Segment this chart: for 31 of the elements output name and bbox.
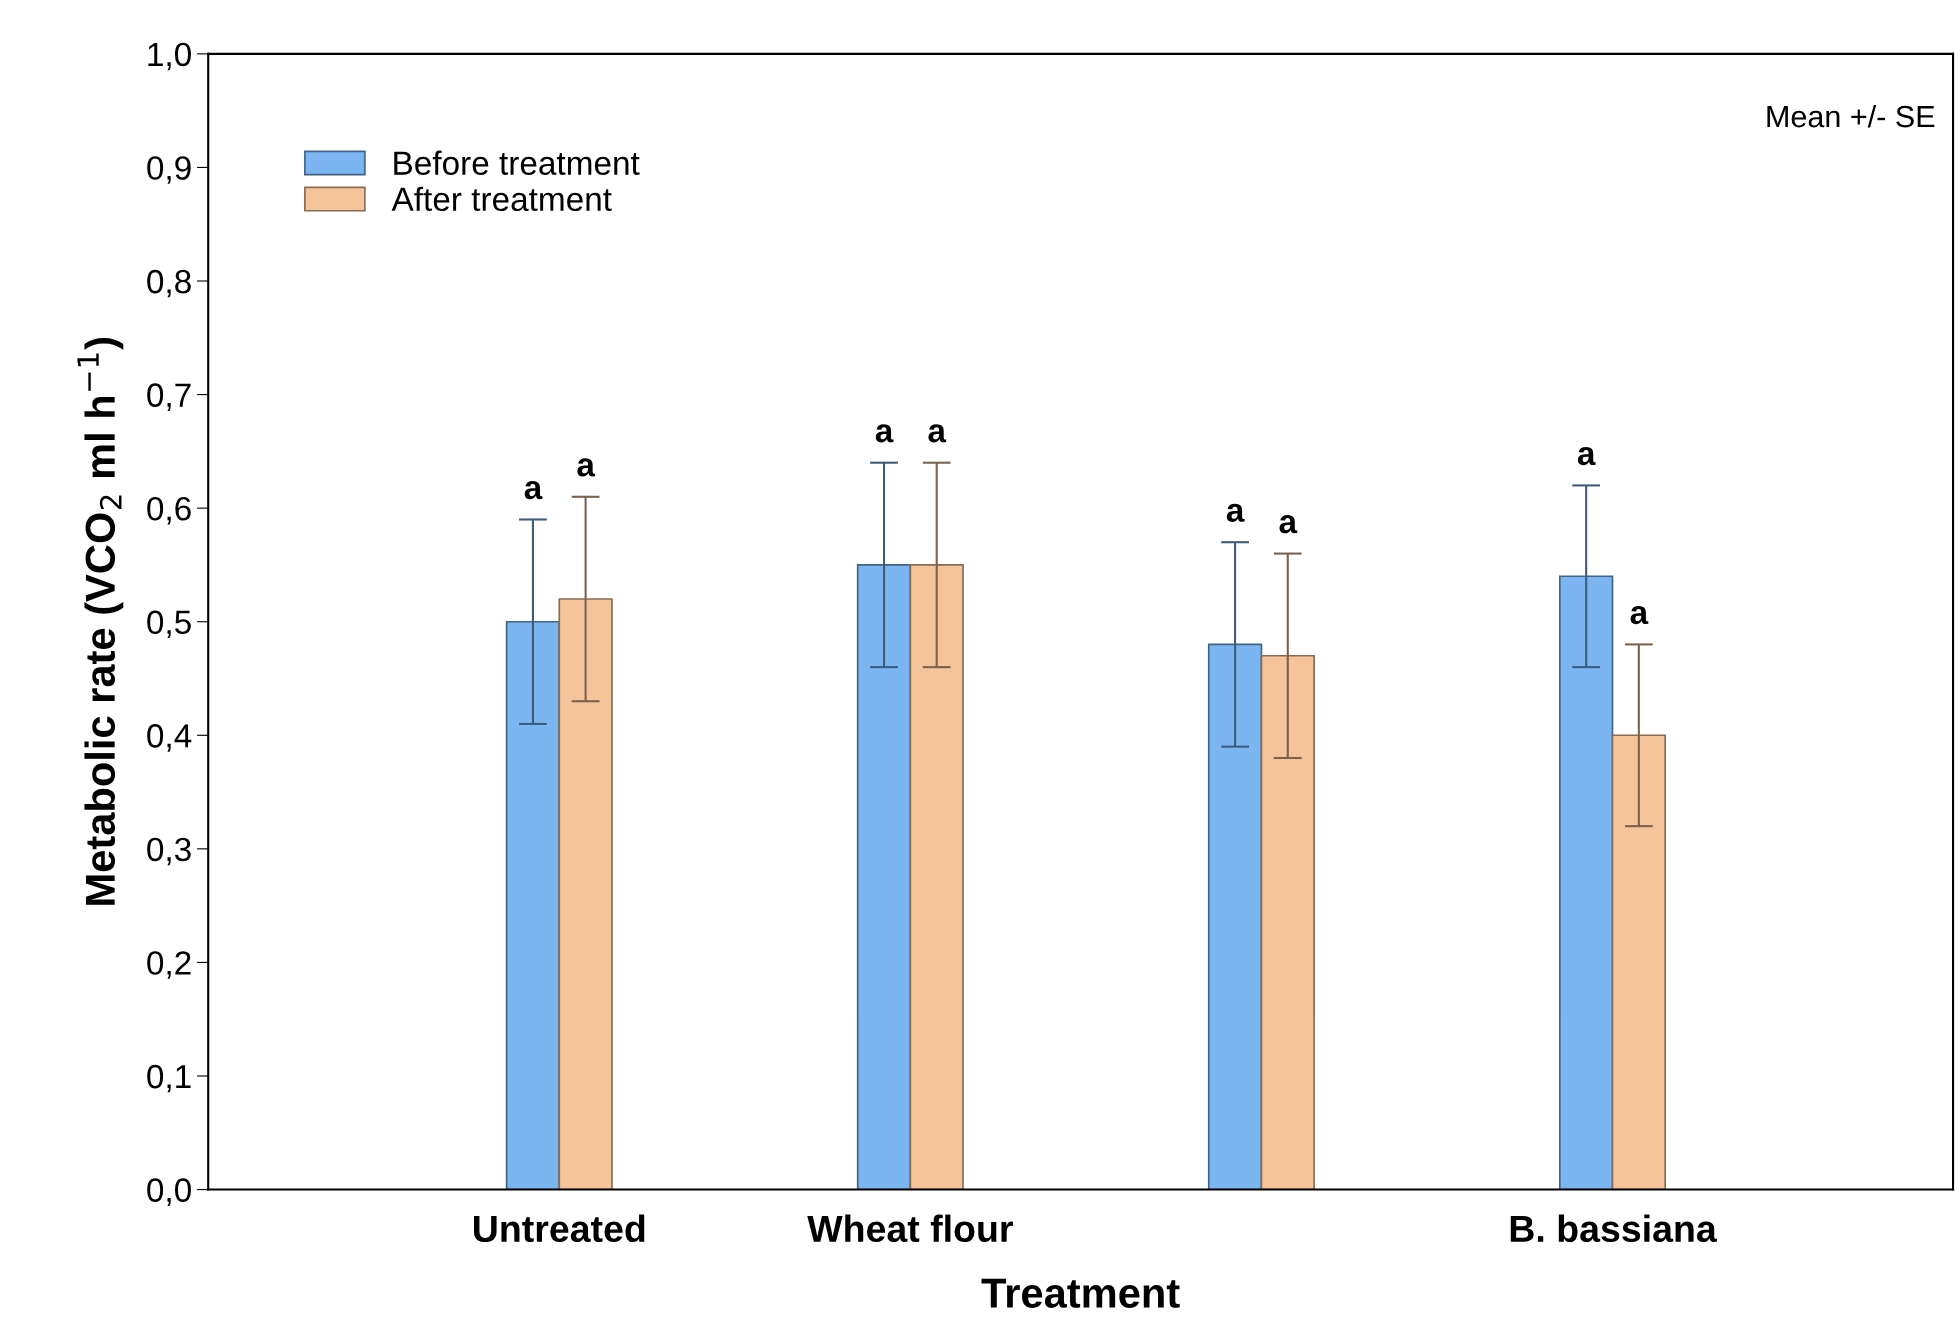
y-tick-label: 1,0 xyxy=(148,42,191,71)
annotation: a xyxy=(928,424,947,443)
annotation: a xyxy=(1577,446,1596,466)
annotation: a xyxy=(1279,515,1298,534)
y-tick-label: 0,4 xyxy=(147,724,192,752)
y-tick-label: 0,7 xyxy=(147,383,191,411)
y-tick-label: 0,8 xyxy=(147,269,191,298)
x-tick-label: Wheat flour xyxy=(807,1214,1013,1243)
bar xyxy=(1611,734,1666,1190)
annotation: Mean +/- SE xyxy=(1767,104,1935,128)
annotation: a xyxy=(577,458,596,477)
y-tick-label: 0,3 xyxy=(147,837,191,866)
y-tick-label: 0,6 xyxy=(147,496,191,525)
bar xyxy=(909,564,964,1190)
y-tick-label: 0,2 xyxy=(147,951,191,979)
y-tick-label: 0,1 xyxy=(147,1064,191,1093)
annotation: a xyxy=(875,424,894,443)
x-tick-label: Untreated xyxy=(474,1214,645,1243)
bar xyxy=(1260,654,1315,1190)
bar xyxy=(558,598,613,1190)
legend-label: Before treatment xyxy=(394,150,640,175)
y-tick-label: 0,9 xyxy=(147,156,191,184)
y-axis-title: Metabolic rate (VCO$_{2}$ ml h$^{−1}$) xyxy=(77,337,124,905)
legend-label: After treatment xyxy=(391,186,612,212)
annotation: a xyxy=(1226,503,1245,522)
y-tick-label: 0,5 xyxy=(147,610,191,639)
x-tick-label: B. bassiana xyxy=(1510,1214,1717,1243)
x-axis-title: Treatment xyxy=(981,1278,1180,1308)
annotation: a xyxy=(524,481,543,500)
y-tick-label: 0,0 xyxy=(147,1178,191,1206)
annotation: a xyxy=(1630,605,1649,625)
